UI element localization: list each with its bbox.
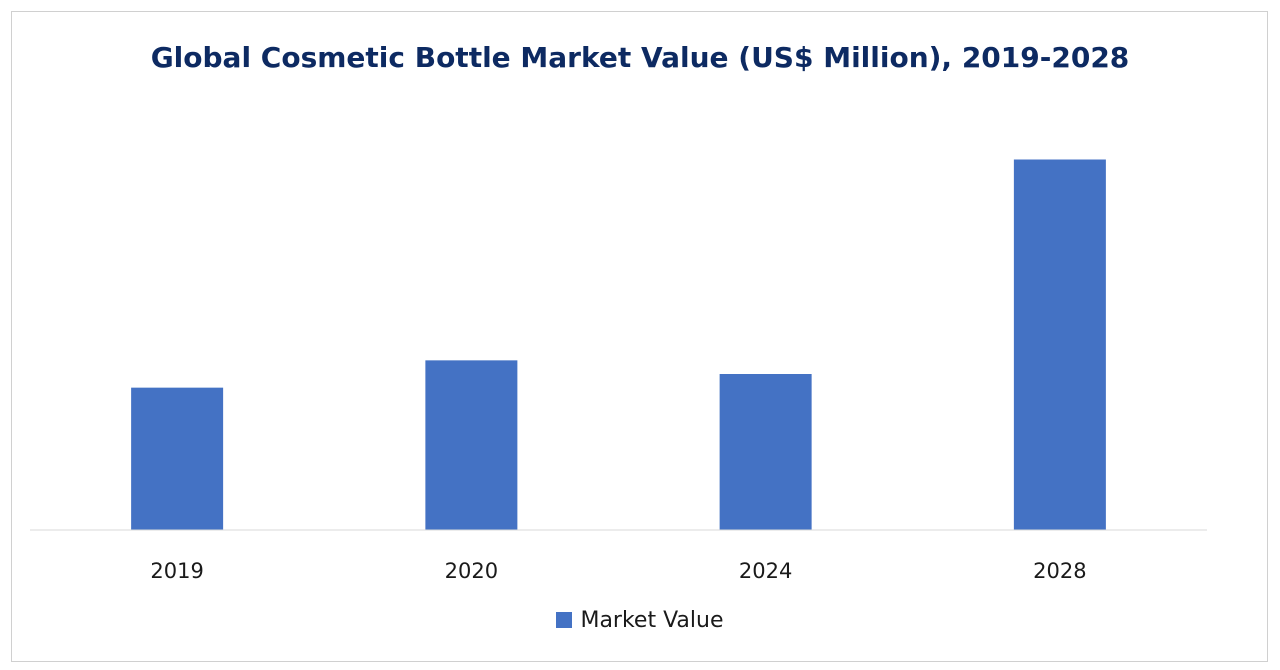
x-tick-label-2024: 2024 <box>739 559 792 583</box>
x-tick-label-2019: 2019 <box>150 559 203 583</box>
bars-layer <box>131 159 1106 530</box>
chart-title: Global Cosmetic Bottle Market Value (US$… <box>150 41 1130 74</box>
bar-2024 <box>719 374 812 530</box>
bar-2019 <box>131 387 224 530</box>
legend: Market Value <box>0 608 1280 633</box>
x-tick-label-2028: 2028 <box>1033 559 1086 583</box>
x-tick-label-2020: 2020 <box>445 559 498 583</box>
x-tick-labels: 2019 2020 2024 2028 <box>150 559 1086 583</box>
bar-2028 <box>1013 159 1106 530</box>
legend-label: Market Value <box>580 608 724 633</box>
bar-2020 <box>425 360 518 530</box>
legend-swatch <box>556 612 573 628</box>
